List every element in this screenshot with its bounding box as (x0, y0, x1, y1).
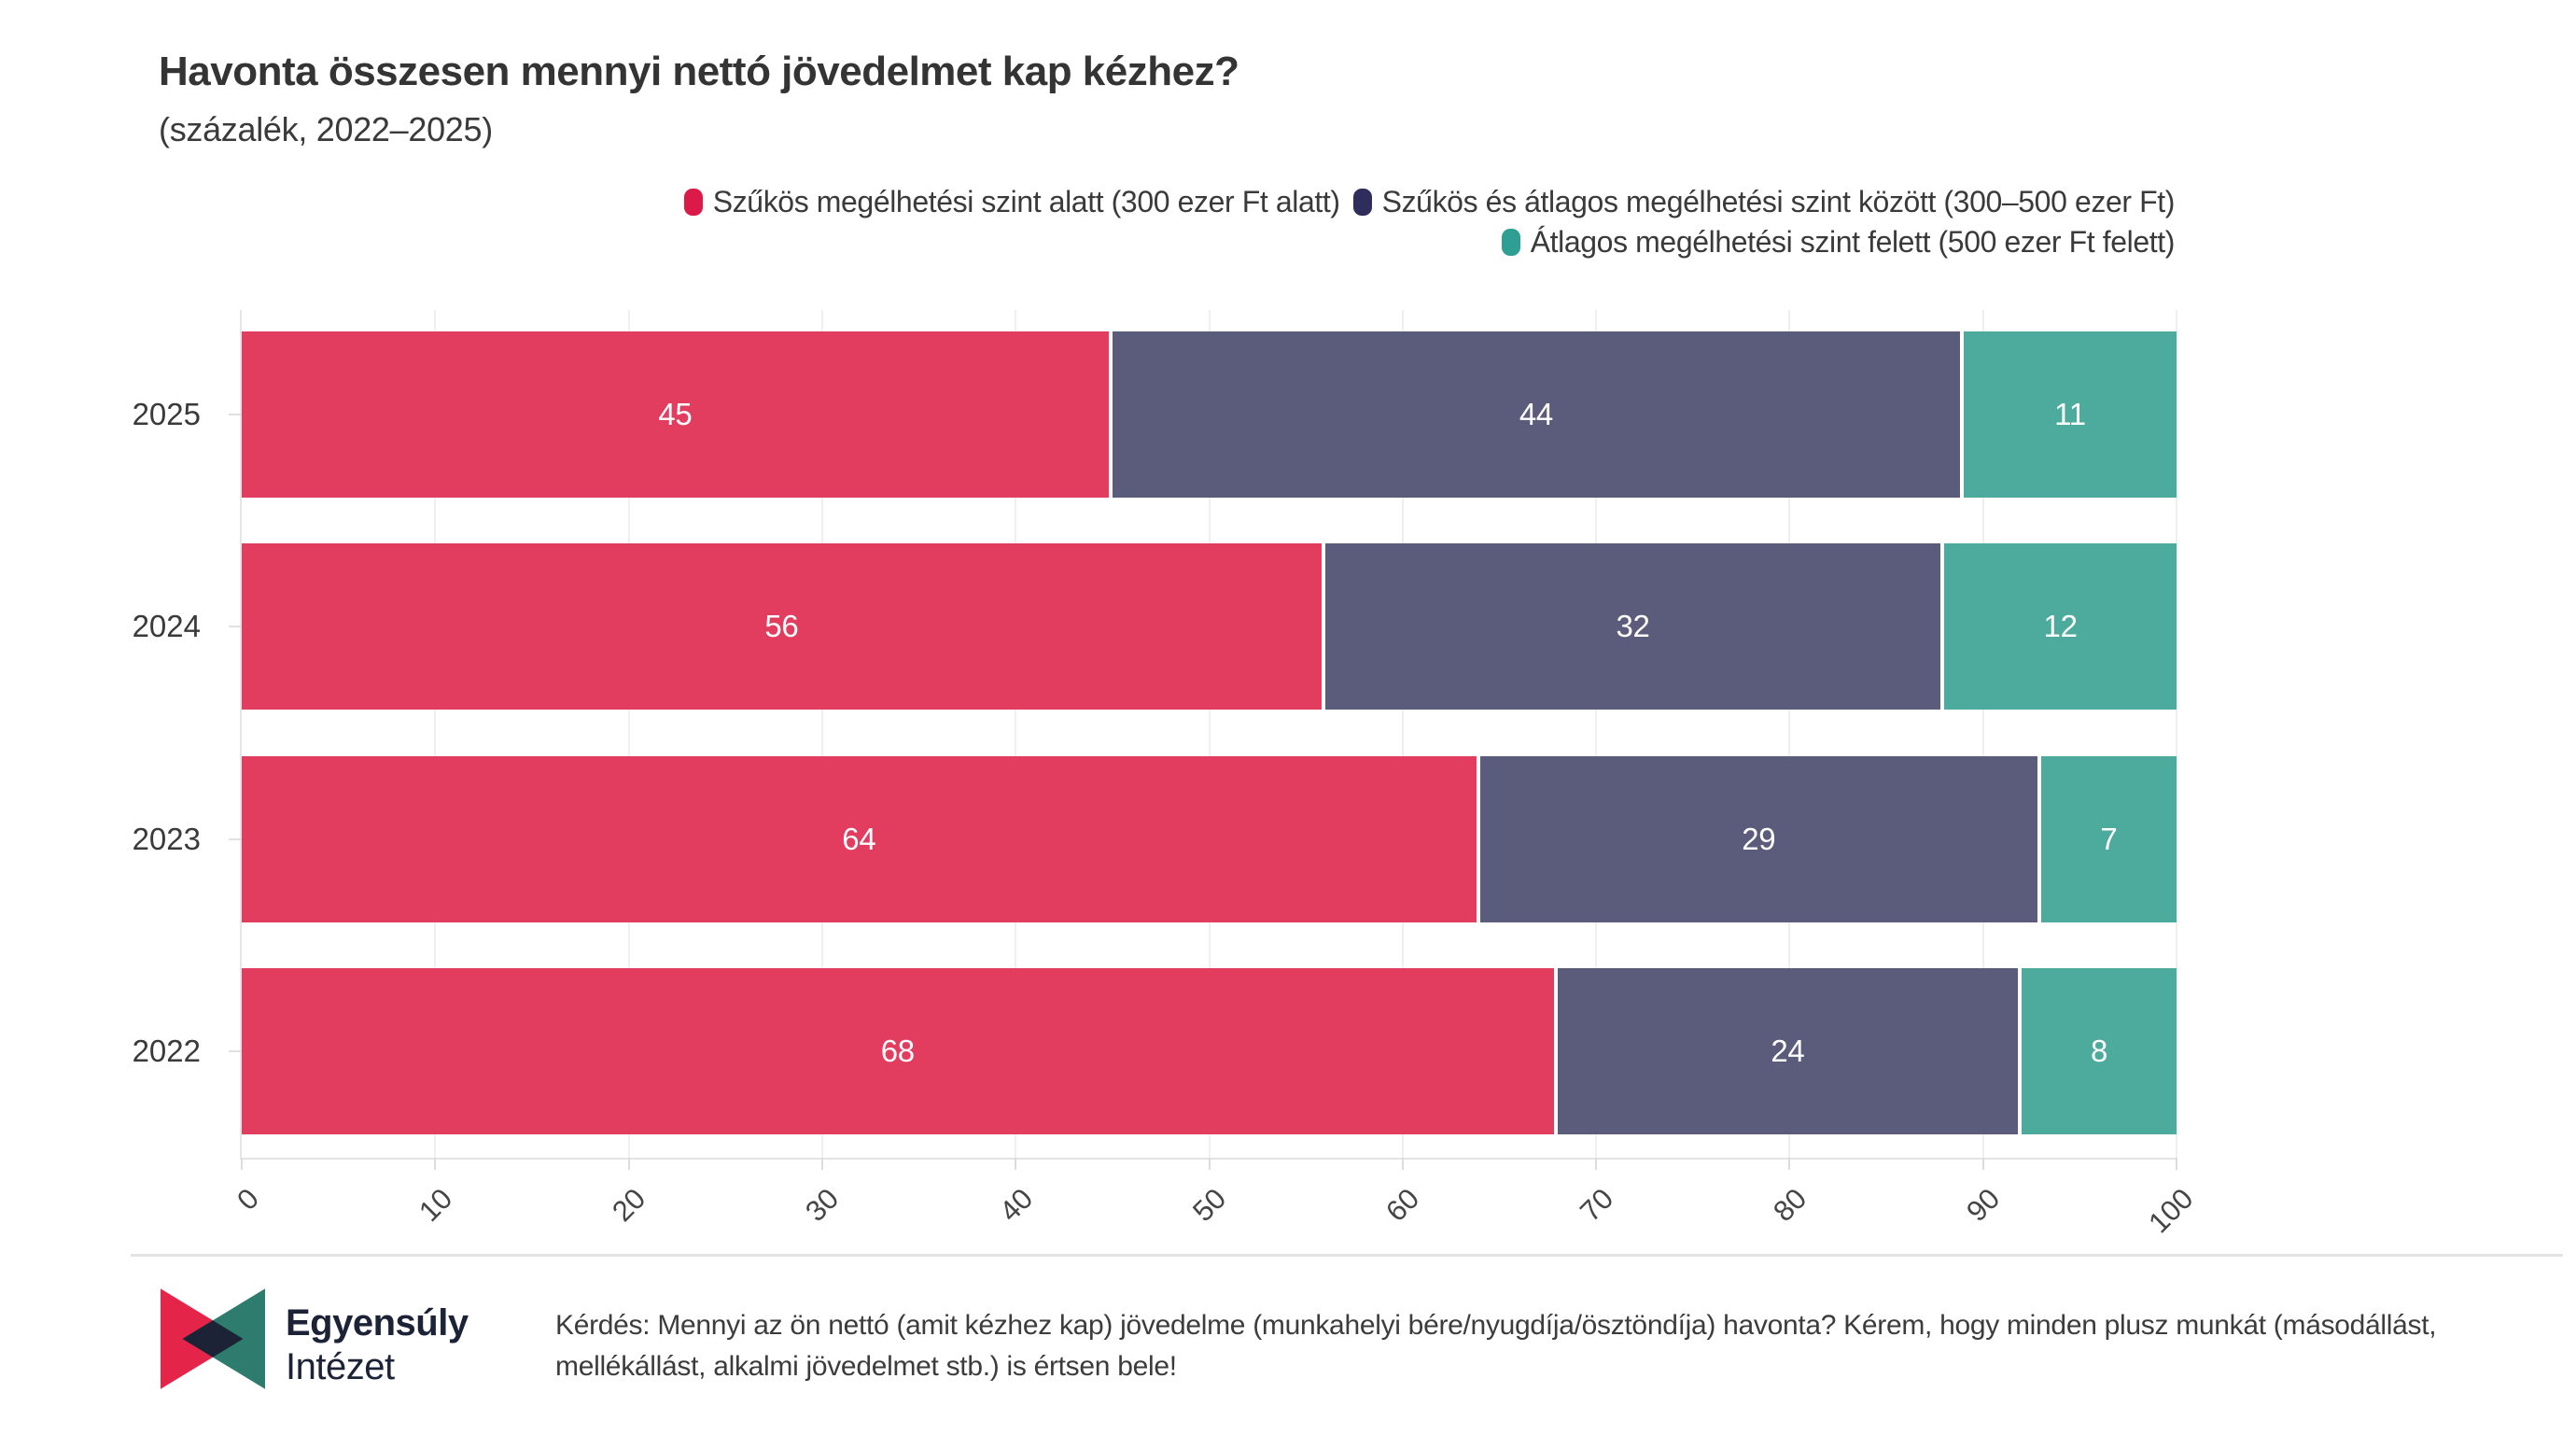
bar-segment: 56 (242, 543, 1325, 710)
x-axis-tick (1015, 1158, 1017, 1170)
bar-value-label: 8 (2091, 1033, 2108, 1068)
x-axis-tick (1788, 1158, 1791, 1170)
logo-navy-diamond (182, 1320, 244, 1358)
y-axis-tick (229, 626, 242, 628)
egyensuly-intezet-logo-icon (161, 1288, 265, 1389)
gridline (1015, 310, 1017, 1158)
x-axis-tick (241, 1158, 243, 1170)
logo-wordmark-line2: Intézet (286, 1346, 395, 1387)
x-axis-tick (627, 1158, 630, 1170)
legend-label: Szűkös megélhetési szint alatt (300 ezer… (712, 185, 1340, 218)
bar-stack: 68 24 8 (242, 967, 2177, 1134)
x-axis: 0 10 20 30 40 50 60 70 80 90 100 (231, 1158, 2200, 1270)
x-axis-tick (2176, 1158, 2177, 1170)
bar-value-label: 45 (658, 397, 693, 431)
bar-segment: 44 (1112, 331, 1964, 498)
bar-segment: 32 (1324, 543, 1945, 710)
bar-value-label: 68 (880, 1033, 915, 1068)
legend-label: Átlagos megélhetési szint felett (500 ez… (1530, 225, 2176, 259)
x-axis-tick-label: 100 (2142, 1182, 2200, 1240)
gridline (434, 310, 437, 1158)
legend-swatch-icon (1352, 189, 1372, 216)
x-axis-tick-label: 10 (412, 1182, 459, 1229)
bar-value-label: 44 (1519, 397, 1553, 431)
x-axis-tick (1981, 1158, 1984, 1170)
bar-rows: 2025 45 44 11 2024 56 32 12 2023 64 29 7 2022 68 24 8 (133, 310, 2177, 1158)
x-axis-tick-label: 0 (230, 1182, 265, 1217)
legend-item: Szűkös megélhetési szint alatt (300 ezer… (683, 185, 1340, 219)
legend: Szűkös megélhetési szint alatt (300 ezer… (240, 185, 2175, 260)
gridline (1788, 310, 1791, 1158)
survey-question-text: Kérdés: Mennyi az ön nettó (amit kézhez … (555, 1310, 2437, 1382)
bar-value-label: 24 (1771, 1033, 1805, 1068)
x-axis-tick-label: 90 (1960, 1182, 2007, 1229)
y-axis-tick (229, 1049, 242, 1052)
y-axis-label: 2024 (132, 609, 201, 644)
bar-value-label: 56 (764, 609, 799, 644)
bar-value-label: 64 (842, 821, 876, 856)
bar-row: 2025 45 44 11 (133, 331, 2177, 498)
bar-stack: 64 29 7 (242, 755, 2177, 922)
chart-subtitle: (százalék, 2022–2025) (159, 110, 493, 148)
bar-segment: 68 (242, 967, 1558, 1134)
x-axis-tick-label: 30 (799, 1182, 846, 1229)
y-axis-label: 2022 (132, 1033, 201, 1068)
bar-value-label: 7 (2100, 821, 2118, 856)
x-axis-tick-label: 40 (992, 1182, 1039, 1229)
bar-segment: 45 (242, 331, 1113, 498)
y-axis-tick (229, 414, 242, 415)
gridline (1595, 310, 1598, 1158)
bar-row: 2024 56 32 12 (133, 543, 2177, 710)
bar-segment: 12 (1944, 543, 2177, 710)
legend-item: Szűkös és átlagos megélhetési szint közö… (1352, 185, 2176, 219)
legend-swatch-icon (683, 189, 703, 216)
y-axis-label: 2023 (132, 821, 201, 856)
legend-label: Szűkös és átlagos megélhetési szint közö… (1381, 185, 2176, 218)
gridline (820, 310, 823, 1158)
x-axis-tick (1595, 1158, 1598, 1170)
bar-row: 2022 68 24 8 (133, 967, 2177, 1134)
x-axis-tick-label: 70 (1573, 1182, 1619, 1229)
bar-segment: 8 (2022, 967, 2177, 1134)
logo-wordmark-line1: Egyensúly (286, 1302, 469, 1343)
gridline (2176, 310, 2177, 1158)
x-axis-tick-label: 50 (1186, 1182, 1233, 1229)
bar-segment: 11 (1963, 331, 2177, 498)
x-axis-tick-label: 80 (1767, 1182, 1813, 1229)
y-axis-tick (229, 837, 242, 840)
bar-segment: 29 (1479, 755, 2041, 922)
bar-value-label: 11 (2054, 397, 2086, 431)
x-axis-tick (1401, 1158, 1404, 1170)
bar-row: 2023 64 29 7 (133, 755, 2177, 922)
bar-value-label: 12 (2043, 609, 2078, 644)
x-axis-tick (820, 1158, 823, 1170)
bar-segment: 64 (242, 755, 1480, 922)
plot-area: 2025 45 44 11 2024 56 32 12 2023 64 29 7 2022 68 24 8 0… (133, 310, 2200, 1239)
x-axis-tick (1208, 1158, 1211, 1170)
x-axis-tick-label: 20 (606, 1182, 652, 1229)
bar-value-label: 32 (1616, 609, 1650, 644)
gridline (1208, 310, 1211, 1158)
gridline (627, 310, 630, 1158)
bar-value-label: 29 (1742, 821, 1776, 856)
gridline (1981, 310, 1984, 1158)
legend-row: Átlagos megélhetési szint felett (500 ez… (1501, 225, 2176, 260)
grid-layer (242, 310, 2177, 1158)
legend-row: Szűkös megélhetési szint alatt (300 ezer… (683, 185, 2176, 219)
gridline (1401, 310, 1404, 1158)
footer-divider (131, 1254, 2563, 1257)
bar-segment: 24 (1557, 967, 2023, 1134)
logo-wordmark: Egyensúly Intézet (286, 1301, 469, 1389)
y-axis-label: 2025 (132, 397, 201, 431)
bar-stack: 45 44 11 (242, 331, 2177, 498)
chart-title: Havonta összesen mennyi nettó jövedelmet… (159, 49, 1239, 94)
x-axis-tick (434, 1158, 437, 1170)
legend-item: Átlagos megélhetési szint felett (500 ez… (1501, 225, 2176, 260)
bar-segment: 7 (2040, 755, 2177, 922)
bar-stack: 56 32 12 (242, 543, 2177, 710)
legend-swatch-icon (1501, 229, 1520, 256)
x-axis-tick-label: 60 (1379, 1182, 1426, 1229)
